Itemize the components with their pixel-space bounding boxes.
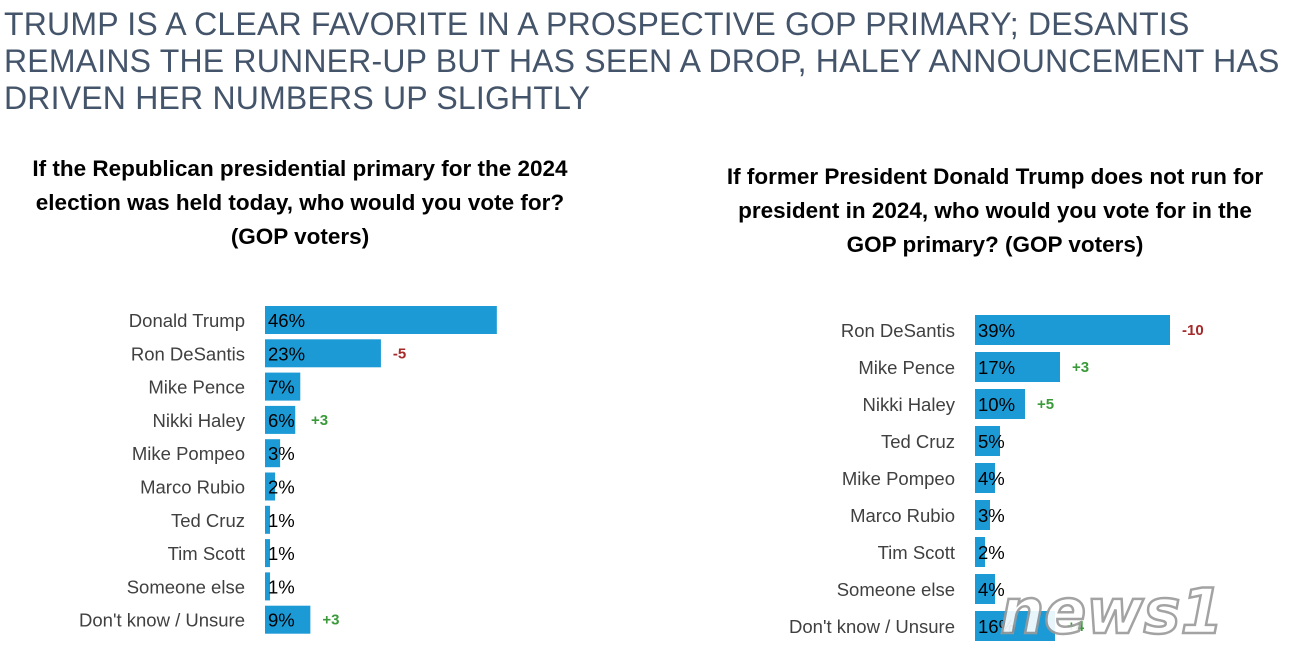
chart-1-category-label: Don't know / Unsure bbox=[79, 610, 245, 631]
chart-2-change-label: +3 bbox=[1072, 359, 1089, 376]
chart-2-category-label: Someone else bbox=[837, 579, 955, 600]
chart-1-value-label: 2% bbox=[268, 477, 295, 498]
headline: TRUMP IS A CLEAR FAVORITE IN A PROSPECTI… bbox=[4, 6, 1280, 116]
chart-1-value-label: 7% bbox=[268, 377, 295, 398]
chart-1-category-label: Someone else bbox=[127, 576, 245, 597]
chart-2-category-label: Ron DeSantis bbox=[841, 320, 955, 341]
chart-1-change-label: +3 bbox=[322, 612, 339, 629]
chart-2-value-label: 4% bbox=[978, 468, 1005, 489]
chart-1-category-label: Ted Cruz bbox=[171, 510, 245, 531]
chart-1-category-label: Ron DeSantis bbox=[131, 343, 245, 364]
chart-1-category-label: Nikki Haley bbox=[152, 410, 245, 431]
chart-1-change-label: +3 bbox=[311, 412, 328, 429]
chart-1-value-label: 6% bbox=[268, 410, 295, 431]
chart-1-category-label: Donald Trump bbox=[129, 310, 245, 331]
chart-2-category-label: Mike Pence bbox=[858, 357, 955, 378]
chart-1-value-label: 3% bbox=[268, 443, 295, 464]
chart-1-value-label: 9% bbox=[268, 610, 295, 631]
chart-1-bar bbox=[265, 306, 497, 334]
chart-1-bar bbox=[265, 405, 296, 434]
chart-2-title: If former President Donald Trump does no… bbox=[726, 164, 1264, 257]
chart-1-value-label: 1% bbox=[268, 576, 295, 597]
chart-1-bar bbox=[265, 372, 301, 401]
chart-2-bar bbox=[975, 426, 1000, 456]
chart-2-category-label: Don't know / Unsure bbox=[789, 616, 955, 637]
chart-1-category-label: Tim Scott bbox=[168, 543, 245, 564]
chart-2-value-label: 16% bbox=[978, 616, 1015, 637]
chart-1-bar bbox=[265, 472, 276, 501]
chart-2-bar bbox=[975, 500, 990, 530]
watermark-text: news1 bbox=[1000, 575, 1224, 648]
chart-1-bar bbox=[265, 505, 271, 534]
chart-2-bar bbox=[975, 315, 1170, 345]
chart-2-category-label: Nikki Haley bbox=[862, 394, 955, 415]
chart-2-value-label: 10% bbox=[978, 394, 1015, 415]
chart-2-category-label: Tim Scott bbox=[878, 542, 955, 563]
chart-2-bar bbox=[975, 611, 1055, 641]
chart-2-bar bbox=[975, 463, 995, 493]
chart-2-value-label: 5% bbox=[978, 431, 1005, 452]
chart-2-bar bbox=[975, 352, 1060, 382]
chart-1-category-label: Marco Rubio bbox=[140, 477, 245, 498]
chart-2-value-label: 39% bbox=[978, 320, 1015, 341]
chart-2-value-label: 3% bbox=[978, 505, 1005, 526]
chart-1-category-label: Mike Pence bbox=[148, 377, 245, 398]
chart-1-bar bbox=[265, 339, 381, 368]
chart-1-value-label: 1% bbox=[268, 510, 295, 531]
chart-2-category-label: Marco Rubio bbox=[850, 505, 955, 526]
chart-2-category-label: Mike Pompeo bbox=[842, 468, 955, 489]
chart-1-value-label: 1% bbox=[268, 543, 295, 564]
chart-2-bar bbox=[975, 574, 995, 604]
chart-2-value-label: 17% bbox=[978, 357, 1015, 378]
chart-2-change-label: -10 bbox=[1182, 322, 1204, 339]
chart-2-category-label: Ted Cruz bbox=[881, 431, 955, 452]
chart-1-value-label: 46% bbox=[268, 310, 305, 331]
chart-1-change-label: -5 bbox=[393, 345, 406, 362]
chart-2-change-label: +4 bbox=[1067, 618, 1085, 635]
news1-watermark: news1 bbox=[992, 567, 1282, 664]
chart-2-value-label: 2% bbox=[978, 542, 1005, 563]
chart-2-bar bbox=[975, 389, 1025, 419]
chart-1-bar bbox=[265, 572, 271, 601]
chart-1-title: If the Republican presidential primary f… bbox=[32, 156, 568, 249]
chart-2-change-label: +5 bbox=[1037, 396, 1054, 413]
chart-1-bar bbox=[265, 605, 311, 634]
chart-1-bar bbox=[265, 539, 271, 568]
chart-1-bar bbox=[265, 439, 281, 468]
chart-1-bar-chart: Donald Trump 46% Ron DeSantis 23% -5 Mike Pen… bbox=[79, 306, 497, 634]
chart-1-value-label: 23% bbox=[268, 343, 305, 364]
chart-1-category-label: Mike Pompeo bbox=[132, 443, 245, 464]
chart-2-value-label: 4% bbox=[978, 579, 1005, 600]
chart-2-bar bbox=[975, 537, 985, 567]
